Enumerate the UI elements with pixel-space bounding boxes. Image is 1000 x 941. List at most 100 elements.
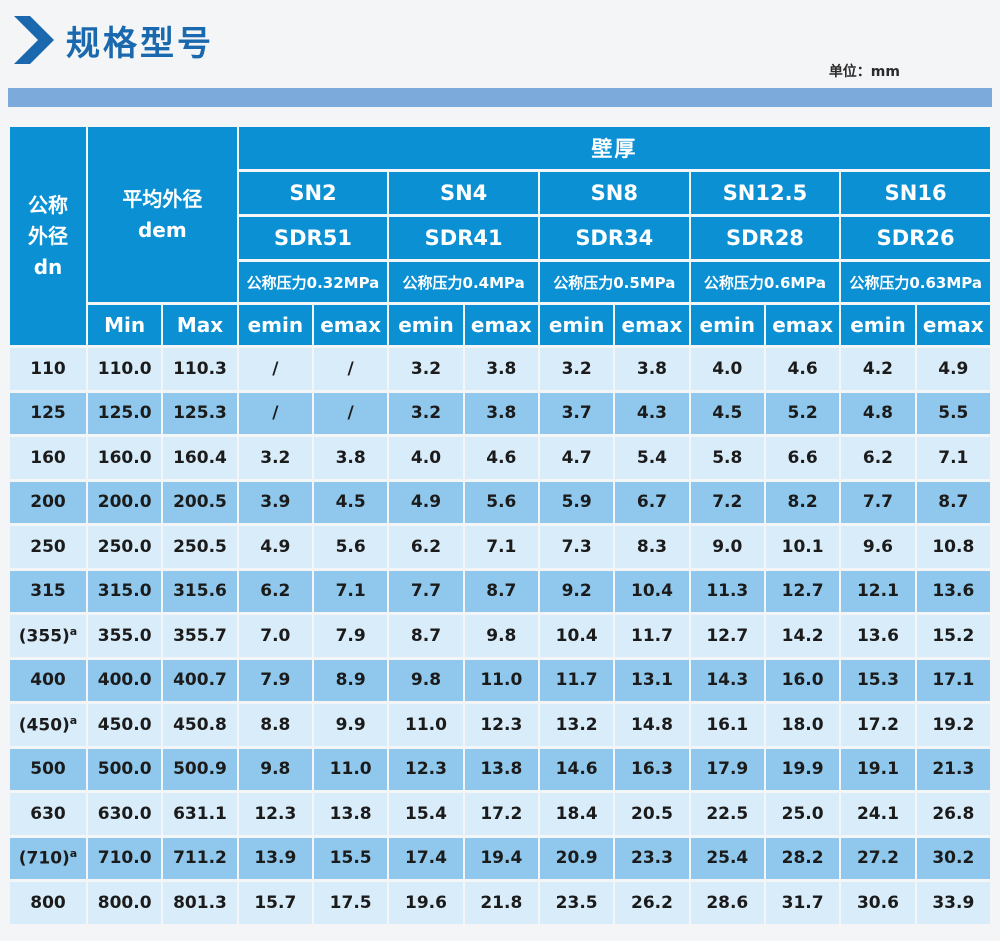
value-cell: 8.7 bbox=[916, 481, 990, 523]
table-row: 250 250.0 250.5 4.9 5.6 6.2 7.1 7.3 8.3 9.0 10.1 9.… bbox=[10, 526, 990, 568]
value-cell: 5.9 bbox=[539, 481, 614, 523]
value-cell: 10.4 bbox=[615, 570, 689, 612]
header-row-wall: 公称 外径 dn 平均外径 dem 壁厚 bbox=[10, 127, 990, 345]
value-cell: 5.8 bbox=[690, 437, 764, 479]
value-cell: 9.6 bbox=[841, 526, 915, 568]
value-cell: 4.9 bbox=[389, 481, 463, 523]
value-cell: 200.5 bbox=[163, 481, 237, 523]
value-cell: 200.0 bbox=[88, 481, 162, 523]
table-row: 400 400.0 400.7 7.9 8.9 9.8 11.0 11.7 13.1 14.3 16… bbox=[10, 659, 990, 701]
value-cell: 7.0 bbox=[238, 615, 312, 657]
value-cell: 315.0 bbox=[88, 570, 162, 612]
value-cell: 3.2 bbox=[539, 348, 614, 390]
value-cell: 9.8 bbox=[464, 615, 538, 657]
max-header: Max bbox=[163, 305, 237, 345]
value-cell: 27.2 bbox=[841, 837, 915, 879]
value-cell: 400.7 bbox=[163, 659, 237, 701]
table-row: 160 160.0 160.4 3.2 3.8 4.0 4.6 4.7 5.4 5.8 6.6 6.2… bbox=[10, 437, 990, 479]
value-cell: / bbox=[238, 348, 312, 390]
value-cell: 9.8 bbox=[389, 659, 463, 701]
emax-header: emax bbox=[313, 305, 388, 345]
value-cell: 33.9 bbox=[916, 882, 990, 924]
dn-cell: 250 bbox=[10, 526, 86, 568]
footnote-marker: a bbox=[69, 847, 78, 861]
value-cell: 15.2 bbox=[916, 615, 990, 657]
value-cell: 21.3 bbox=[916, 748, 990, 790]
value-cell: 450.0 bbox=[88, 704, 162, 746]
value-cell: 28.6 bbox=[690, 882, 764, 924]
dn-cell: 160 bbox=[10, 437, 86, 479]
dn-cell: (450)a bbox=[10, 704, 86, 746]
value-cell: 4.8 bbox=[841, 392, 915, 434]
value-cell: 14.2 bbox=[765, 615, 840, 657]
value-cell: 19.1 bbox=[841, 748, 915, 790]
value-cell: 11.0 bbox=[389, 704, 463, 746]
table-row: (450)a 450.0 450.8 8.8 9.9 11.0 12.3 13.2 14.8 16… bbox=[10, 704, 990, 746]
unit-label: 单位：mm bbox=[828, 64, 900, 80]
value-cell: 3.8 bbox=[313, 437, 388, 479]
page-title: 规格型号 bbox=[66, 24, 214, 64]
value-cell: 17.4 bbox=[389, 837, 463, 879]
value-cell: 19.2 bbox=[916, 704, 990, 746]
value-cell: 3.7 bbox=[539, 392, 614, 434]
value-cell: 12.3 bbox=[464, 704, 538, 746]
value-cell: 30.6 bbox=[841, 882, 915, 924]
value-cell: 11.0 bbox=[464, 659, 538, 701]
dem-header-line2: dem bbox=[137, 217, 187, 242]
value-cell: 20.5 bbox=[615, 793, 689, 835]
value-cell: 12.7 bbox=[690, 615, 764, 657]
value-cell: 4.0 bbox=[389, 437, 463, 479]
value-cell: 8.8 bbox=[238, 704, 312, 746]
dn-cell: 630 bbox=[10, 793, 86, 835]
min-header: Min bbox=[88, 305, 162, 345]
dn-header-line3: dn bbox=[33, 254, 63, 279]
value-cell: 18.0 bbox=[765, 704, 840, 746]
header-row-pressure: 公称压力0.32MPa 公称压力0.4MPa 公称压力0.5MPa 公称压力0.… bbox=[10, 262, 990, 302]
table-row: 315 315.0 315.6 6.2 7.1 7.7 8.7 9.2 10.4 11.3 12.7… bbox=[10, 570, 990, 612]
sn-header: SN12.5 bbox=[690, 172, 840, 214]
table-row: 200 200.0 200.5 3.9 4.5 4.9 5.6 5.9 6.7 7.2 8.2 7.7… bbox=[10, 481, 990, 523]
dn-cell: 200 bbox=[10, 481, 86, 523]
dn-cell: 110 bbox=[10, 348, 86, 390]
sdr-header: SDR28 bbox=[690, 217, 840, 259]
emin-header: emin bbox=[841, 305, 915, 345]
dn-cell: 800 bbox=[10, 882, 86, 924]
dn-cell: (710)a bbox=[10, 837, 86, 879]
value-cell: 5.6 bbox=[464, 481, 538, 523]
value-cell: 7.7 bbox=[389, 570, 463, 612]
value-cell: 4.3 bbox=[615, 392, 689, 434]
value-cell: 7.1 bbox=[313, 570, 388, 612]
dn-cell: 125 bbox=[10, 392, 86, 434]
value-cell: 8.7 bbox=[389, 615, 463, 657]
value-cell: 17.2 bbox=[841, 704, 915, 746]
dn-column-header: 公称 外径 dn bbox=[10, 127, 86, 345]
value-cell: 315.6 bbox=[163, 570, 237, 612]
value-cell: 12.1 bbox=[841, 570, 915, 612]
sdr-header: SDR51 bbox=[238, 217, 388, 259]
value-cell: 125.3 bbox=[163, 392, 237, 434]
value-cell: 9.9 bbox=[313, 704, 388, 746]
value-cell: / bbox=[313, 348, 388, 390]
emin-header: emin bbox=[539, 305, 614, 345]
value-cell: 11.7 bbox=[615, 615, 689, 657]
value-cell: 160.0 bbox=[88, 437, 162, 479]
value-cell: 355.0 bbox=[88, 615, 162, 657]
value-cell: 250.5 bbox=[163, 526, 237, 568]
value-cell: 7.7 bbox=[841, 481, 915, 523]
value-cell: 9.2 bbox=[539, 570, 614, 612]
value-cell: 7.1 bbox=[916, 437, 990, 479]
wall-thickness-header: 壁厚 bbox=[238, 127, 990, 169]
value-cell: 711.2 bbox=[163, 837, 237, 879]
value-cell: 8.3 bbox=[615, 526, 689, 568]
value-cell: 13.6 bbox=[916, 570, 990, 612]
value-cell: 450.8 bbox=[163, 704, 237, 746]
value-cell: 16.0 bbox=[765, 659, 840, 701]
dn-header-line1: 公称 bbox=[28, 192, 68, 217]
value-cell: 800.0 bbox=[88, 882, 162, 924]
value-cell: 250.0 bbox=[88, 526, 162, 568]
value-cell: 17.5 bbox=[313, 882, 388, 924]
value-cell: 500.9 bbox=[163, 748, 237, 790]
value-cell: 4.5 bbox=[313, 481, 388, 523]
value-cell: 9.0 bbox=[690, 526, 764, 568]
value-cell: 630.0 bbox=[88, 793, 162, 835]
